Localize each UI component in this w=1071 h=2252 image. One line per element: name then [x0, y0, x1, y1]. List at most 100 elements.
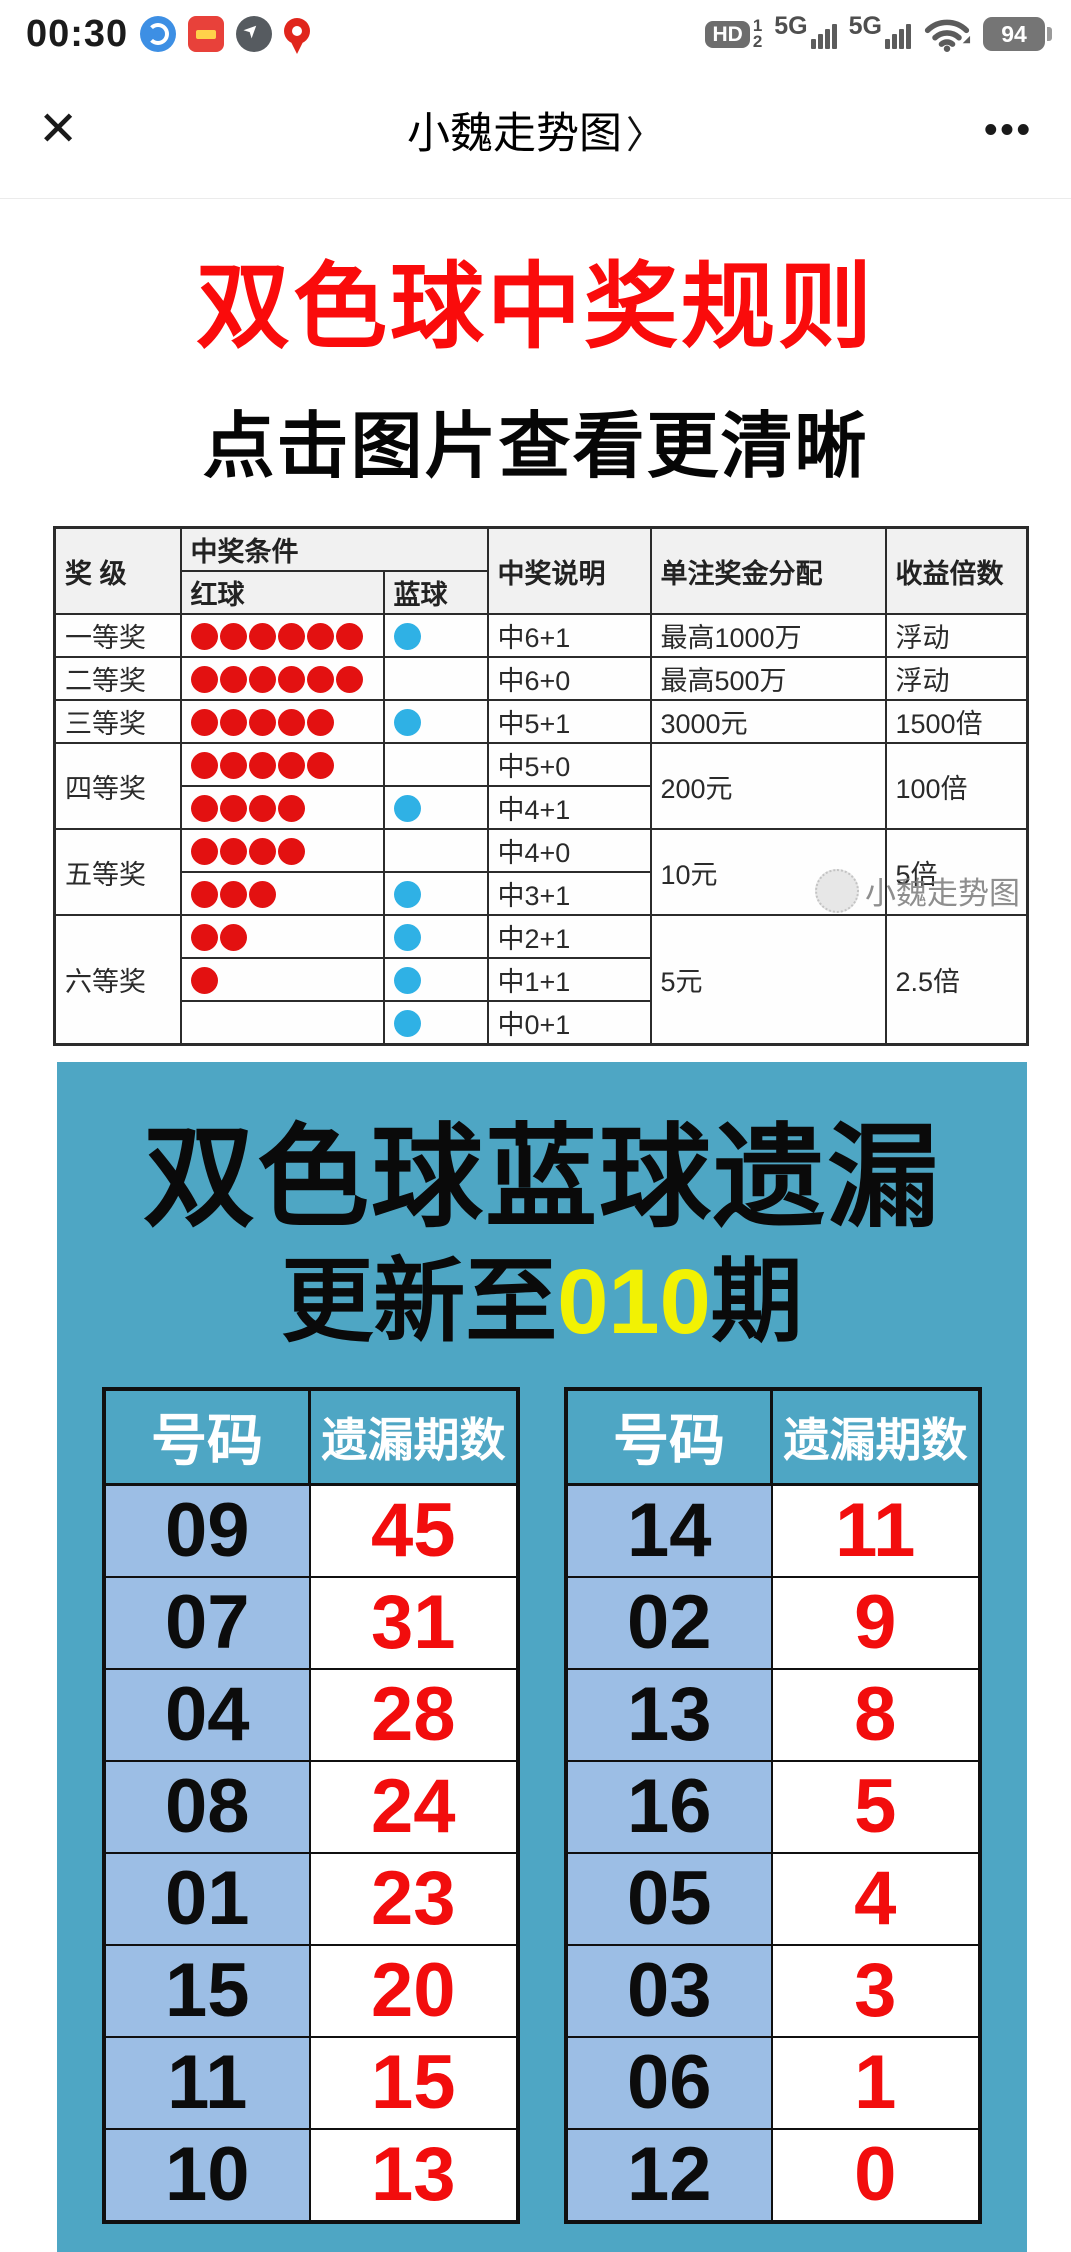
ball-number-cell: 02 [565, 1575, 773, 1670]
signal-bars-icon [885, 23, 911, 49]
red-ball-icon [190, 967, 218, 995]
close-button[interactable]: ✕ [38, 103, 79, 156]
subtitle-prefix: 更新至 [281, 1246, 558, 1355]
prize-row: 中4+1 [55, 785, 1028, 830]
omission-row: 08 24 [103, 1759, 519, 1854]
col-header-missing: 遗漏期数 [308, 1387, 520, 1486]
desc-cell: 中0+1 [486, 1000, 652, 1046]
omission-count-cell: 24 [308, 1759, 519, 1854]
red-ball-icon [277, 623, 305, 651]
level-cell: 六等奖 [53, 914, 182, 1046]
red-ball-icon [306, 623, 334, 651]
ball-number-cell: 05 [565, 1851, 773, 1946]
red-ball-icon [219, 838, 247, 866]
battery-icon: 94 [983, 17, 1052, 51]
blue-ball-icon [393, 924, 421, 952]
article-title: 双色球中奖规则 [195, 254, 875, 359]
blue-ball-cell [382, 828, 489, 873]
desc-cell: 中2+1 [486, 914, 652, 959]
ball-number-cell: 01 [103, 1851, 311, 1946]
prize-cell: 最高1000万 [649, 613, 887, 658]
compass-app-icon [236, 16, 273, 52]
blue-ball-cell [382, 742, 489, 787]
prize-row: 四等奖 中5+0 200元 100倍 [53, 742, 1029, 830]
red-ball-icon [277, 666, 305, 694]
omission-count-cell: 23 [308, 1851, 519, 1946]
omission-row: 09 45 [103, 1483, 519, 1578]
ball-number-cell: 12 [565, 2127, 773, 2223]
omission-row: 06 1 [565, 2035, 981, 2130]
location-pin-icon [284, 18, 311, 54]
red-balls-cell [179, 957, 385, 1002]
red-ball-icon [190, 666, 218, 694]
prize-cell: 10元 [649, 828, 887, 916]
desc-cell: 中4+0 [486, 828, 652, 873]
article-subtitle: 点击图片查看更清晰 [202, 407, 869, 487]
blue-ball-omission-image[interactable]: 双色球蓝球遗漏 更新至010期 号码 遗漏期数 09 45 07 31 04 28 08 24… [57, 1062, 1027, 2252]
blue-ball-icon [393, 881, 421, 909]
red-balls-cell [179, 613, 385, 658]
omission-row: 02 9 [565, 1575, 981, 1670]
blue-ball-cell [382, 1000, 489, 1046]
col-header-red-balls: 红球 [179, 570, 385, 615]
page-title[interactable]: 小魏走势图〉 [0, 99, 1071, 161]
omission-row: 15 20 [103, 1943, 519, 2038]
network-type-2: 5G [848, 11, 882, 40]
col-header-prize: 单注奖金分配 [649, 526, 887, 615]
prize-rules-table: 奖 级 中奖条件 中奖说明 单注奖金分配 收益倍数 红球 蓝球 一等奖 中6+1… [53, 526, 1029, 1046]
red-ball-icon [277, 752, 305, 780]
cellular-signal-1: 5G [774, 12, 837, 49]
ball-number-cell: 04 [103, 1667, 311, 1762]
prize-rules-image[interactable]: 奖 级 中奖条件 中奖说明 单注奖金分配 收益倍数 红球 蓝球 一等奖 中6+1… [53, 526, 1029, 1046]
level-cell: 二等奖 [53, 656, 182, 701]
omission-count-cell: 28 [308, 1667, 519, 1762]
network-type-1: 5G [774, 11, 808, 40]
red-app-icon [188, 16, 225, 52]
red-ball-icon [248, 795, 276, 823]
desc-cell: 中6+1 [486, 613, 652, 658]
red-ball-icon [248, 623, 276, 651]
red-balls-cell [179, 1000, 385, 1046]
ball-number-cell: 09 [103, 1483, 311, 1578]
battery-percent: 94 [1001, 20, 1027, 47]
red-ball-icon [248, 838, 276, 866]
sim1-label: 1 [752, 16, 763, 35]
red-ball-icon [335, 666, 363, 694]
red-ball-icon [219, 666, 247, 694]
hd-icon: HD [705, 20, 750, 48]
ball-number-cell: 10 [103, 2127, 311, 2223]
omission-count-cell: 20 [308, 1943, 519, 2038]
red-ball-icon [190, 838, 218, 866]
omission-count-cell: 15 [308, 2035, 519, 2130]
more-menu-button[interactable]: ••• [984, 108, 1033, 151]
red-ball-icon [219, 709, 247, 737]
wifi-icon [923, 15, 971, 53]
blue-ball-icon [393, 1010, 421, 1038]
red-ball-icon [248, 666, 276, 694]
subtitle-suffix: 期 [710, 1246, 803, 1355]
hd-dual-sim-indicator: HD 1 2 [705, 16, 763, 51]
red-ball-icon [306, 666, 334, 694]
omission-count-cell: 4 [770, 1851, 981, 1946]
blue-app-icon [140, 16, 177, 52]
omission-title: 双色球蓝球遗漏 [143, 1112, 941, 1243]
sim-numbers: 1 2 [752, 16, 763, 51]
red-ball-icon [277, 795, 305, 823]
prize-row: 中3+1 [55, 871, 1028, 916]
level-cell: 五等奖 [53, 828, 182, 916]
omission-row: 01 23 [103, 1851, 519, 1946]
red-balls-cell [179, 699, 385, 744]
desc-cell: 中3+1 [486, 871, 652, 916]
omission-count-cell: 45 [308, 1483, 519, 1578]
red-balls-cell [179, 785, 385, 830]
ball-number-cell: 16 [565, 1759, 773, 1854]
omission-row: 05 4 [565, 1851, 981, 1946]
omission-count-cell: 11 [770, 1483, 981, 1578]
red-ball-icon [190, 709, 218, 737]
blue-ball-cell [382, 871, 489, 916]
omission-row: 04 28 [103, 1667, 519, 1762]
red-ball-icon [306, 752, 334, 780]
desc-cell: 中5+0 [486, 742, 652, 787]
sim2-label: 2 [752, 32, 763, 51]
col-header-multiplier: 收益倍数 [884, 526, 1029, 615]
